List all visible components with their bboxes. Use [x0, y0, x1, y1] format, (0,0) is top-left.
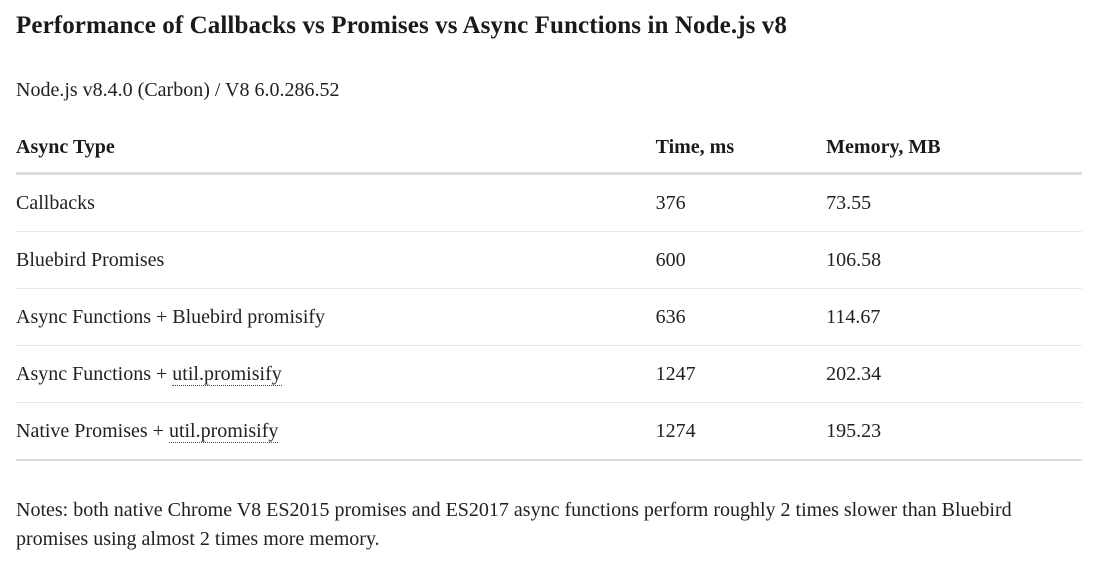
table-row: Async Functions + Bluebird promisify 636… — [16, 288, 1082, 346]
memory-cell: 202.34 — [826, 345, 1082, 403]
async-type-cell: Native Promises + util.promisify — [16, 402, 656, 461]
memory-cell: 106.58 — [826, 231, 1082, 289]
memory-cell: 114.67 — [826, 288, 1082, 346]
async-type-cell: Async Functions + util.promisify — [16, 345, 656, 403]
table-header-row: Async Type Time, ms Memory, MB — [16, 135, 1082, 175]
async-type-label: Bluebird Promises — [16, 248, 165, 271]
async-type-cell: Bluebird Promises — [16, 231, 656, 289]
util-promisify-link[interactable]: util.promisify — [172, 362, 282, 386]
util-promisify-link[interactable]: util.promisify — [168, 419, 279, 443]
async-type-label: Callbacks — [16, 191, 95, 214]
page-title: Performance of Callbacks vs Promises vs … — [16, 12, 787, 39]
time-cell: 636 — [655, 288, 827, 346]
benchmark-table: Async Type Time, ms Memory, MB Callbacks… — [16, 135, 1082, 461]
time-cell: 1274 — [655, 402, 827, 461]
memory-cell: 73.55 — [826, 173, 1082, 232]
notes-paragraph: Notes: both native Chrome V8 ES2015 prom… — [16, 498, 1012, 550]
column-header-async-type: Async Type — [16, 135, 656, 175]
table-row: Native Promises + util.promisify 1274 19… — [16, 402, 1082, 461]
article-content: Performance of Callbacks vs Promises vs … — [16, 12, 1082, 550]
column-header-time: Time, ms — [655, 135, 827, 175]
async-type-label: Async Functions + Bluebird promisify — [16, 305, 326, 328]
table-row: Bluebird Promises 600 106.58 — [16, 231, 1082, 289]
column-header-memory: Memory, MB — [826, 135, 1082, 175]
table-row: Callbacks 376 73.55 — [16, 173, 1082, 232]
table-row: Async Functions + util.promisify 1247 20… — [16, 345, 1082, 403]
version-subtitle: Node.js v8.4.0 (Carbon) / V8 6.0.286.52 — [16, 78, 340, 101]
memory-cell: 195.23 — [826, 402, 1082, 461]
async-type-label: Async Functions + — [16, 362, 173, 385]
time-cell: 600 — [655, 231, 827, 289]
time-cell: 376 — [655, 173, 827, 232]
async-type-cell: Callbacks — [16, 173, 656, 232]
async-type-label: Native Promises + — [16, 419, 169, 442]
time-cell: 1247 — [655, 345, 827, 403]
async-type-cell: Async Functions + Bluebird promisify — [16, 288, 656, 346]
